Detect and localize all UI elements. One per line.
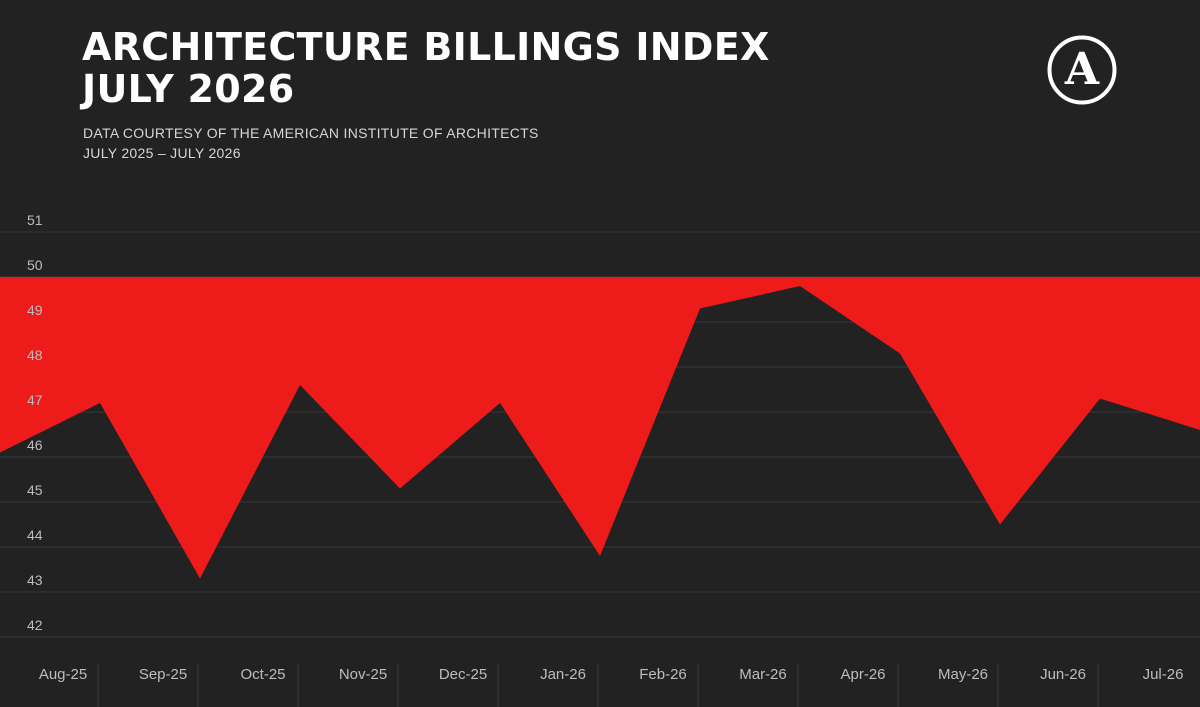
x-tick-label-May-26: May-26 — [938, 666, 988, 683]
logo-letter: A — [1064, 44, 1100, 95]
chart-subtitle: DATA COURTESY OF THE AMERICAN INSTITUTE … — [83, 123, 539, 163]
x-tick-label-Nov-25: Nov-25 — [339, 666, 387, 683]
x-tick-label-Dec-25: Dec-25 — [439, 666, 487, 683]
x-tick-label-Apr-26: Apr-26 — [840, 666, 885, 683]
y-tick-label-50: 50 — [27, 257, 43, 273]
x-tick-label-Jul-26: Jul-26 — [1143, 666, 1184, 683]
y-tick-label-51: 51 — [27, 212, 43, 228]
x-tick-label-Jun-26: Jun-26 — [1040, 666, 1086, 683]
logo-circle-icon — [1047, 35, 1117, 105]
y-tick-label-43: 43 — [27, 572, 43, 588]
chart-title-line-1: ARCHITECTURE BILLINGS INDEX — [82, 25, 770, 69]
abi-area-series — [0, 277, 1200, 579]
archinect-logo-icon: A — [1046, 34, 1118, 106]
x-tick-label-Aug-25: Aug-25 — [39, 666, 87, 683]
y-tick-label-47: 47 — [27, 392, 43, 408]
x-tick-label-Jan-26: Jan-26 — [540, 666, 586, 683]
x-tick-label-Mar-26: Mar-26 — [739, 666, 787, 683]
y-tick-label-49: 49 — [27, 302, 43, 318]
chart-title: ARCHITECTURE BILLINGS INDEX JULY 2026 — [82, 26, 770, 110]
y-tick-label-44: 44 — [27, 527, 43, 543]
x-tick-label-Oct-25: Oct-25 — [240, 666, 285, 683]
y-tick-label-45: 45 — [27, 482, 43, 498]
chart-title-line-2: JULY 2026 — [82, 67, 295, 111]
y-tick-label-48: 48 — [27, 347, 43, 363]
x-tick-label-Sep-25: Sep-25 — [139, 666, 187, 683]
chart-source-credit: DATA COURTESY OF THE AMERICAN INSTITUTE … — [83, 125, 539, 141]
x-tick-label-Feb-26: Feb-26 — [639, 666, 687, 683]
y-tick-label-42: 42 — [27, 617, 43, 633]
chart-date-range: JULY 2025 – JULY 2026 — [83, 145, 241, 161]
y-tick-label-46: 46 — [27, 437, 43, 453]
